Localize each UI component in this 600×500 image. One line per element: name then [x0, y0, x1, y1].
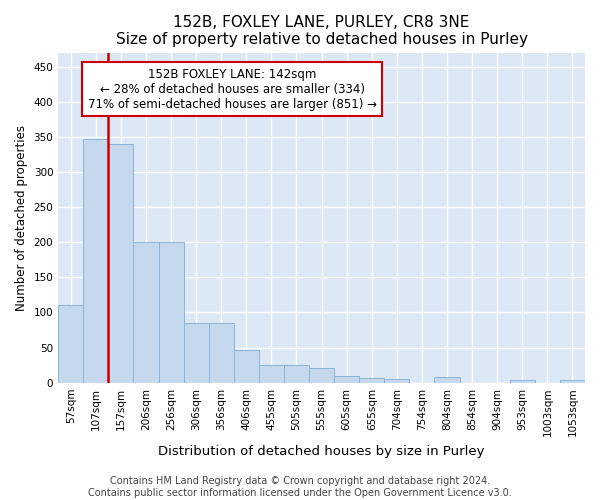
- Bar: [560, 380, 585, 382]
- Bar: [334, 376, 359, 382]
- Bar: [434, 377, 460, 382]
- Bar: [234, 350, 259, 382]
- Bar: [259, 365, 284, 382]
- Bar: [510, 380, 535, 382]
- Bar: [58, 306, 83, 382]
- Bar: [133, 242, 158, 382]
- Bar: [109, 144, 133, 382]
- Bar: [158, 242, 184, 382]
- Bar: [184, 323, 209, 382]
- Bar: [83, 139, 109, 382]
- Bar: [209, 323, 234, 382]
- Bar: [309, 368, 334, 382]
- Bar: [385, 379, 409, 382]
- Bar: [284, 365, 309, 382]
- Title: 152B, FOXLEY LANE, PURLEY, CR8 3NE
Size of property relative to detached houses : 152B, FOXLEY LANE, PURLEY, CR8 3NE Size …: [116, 15, 527, 48]
- Text: Contains HM Land Registry data © Crown copyright and database right 2024.
Contai: Contains HM Land Registry data © Crown c…: [88, 476, 512, 498]
- Y-axis label: Number of detached properties: Number of detached properties: [15, 124, 28, 310]
- Bar: [359, 378, 385, 382]
- X-axis label: Distribution of detached houses by size in Purley: Distribution of detached houses by size …: [158, 444, 485, 458]
- Text: 152B FOXLEY LANE: 142sqm
← 28% of detached houses are smaller (334)
71% of semi-: 152B FOXLEY LANE: 142sqm ← 28% of detach…: [88, 68, 377, 110]
